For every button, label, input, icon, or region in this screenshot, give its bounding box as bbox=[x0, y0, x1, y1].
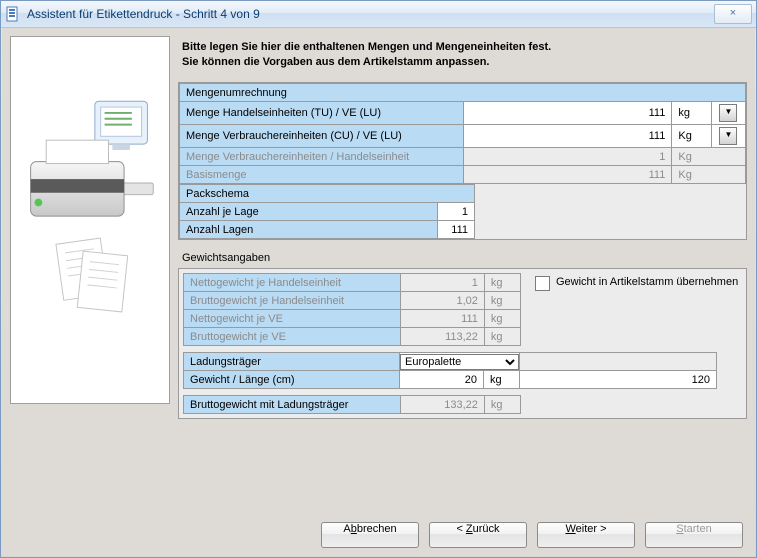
next-button[interactable]: Weiter > bbox=[537, 522, 635, 548]
content-area: Bitte legen Sie hier die enthaltenen Men… bbox=[2, 28, 755, 514]
unit-total-weight: kg bbox=[484, 396, 520, 414]
value-brutto-ve: 113,22 bbox=[400, 328, 484, 346]
instruction-text: Bitte legen Sie hier die enthaltenen Men… bbox=[182, 40, 747, 70]
row-netto-he: Nettogewicht je Handelseinheit 1 kg bbox=[184, 274, 521, 292]
wizard-image-pane bbox=[10, 36, 170, 404]
unit-base: Kg bbox=[672, 166, 746, 184]
value-total-weight: 133,22 bbox=[400, 396, 484, 414]
label-base: Basismenge bbox=[180, 166, 464, 184]
unit-brutto-he: kg bbox=[484, 292, 520, 310]
label-cu-he: Menge Verbrauchereinheiten / Handelseinh… bbox=[180, 148, 464, 166]
packschema-title: Packschema bbox=[180, 185, 475, 203]
close-button[interactable]: × bbox=[714, 4, 752, 24]
label-layers: Anzahl Lagen bbox=[180, 221, 438, 239]
row-brutto-he: Bruttogewicht je Handelseinheit 1,02 kg bbox=[184, 292, 521, 310]
packschema-table: Packschema Anzahl je Lage Anzahl Lagen bbox=[179, 184, 475, 239]
row-cu-ve: Menge Verbrauchereinheiten (CU) / VE (LU… bbox=[180, 125, 746, 148]
adopt-weight-checkbox-group[interactable]: Gewicht in Artikelstamm übernehmen bbox=[533, 273, 742, 346]
row-brutto-ve: Bruttogewicht je VE 113,22 kg bbox=[184, 328, 521, 346]
input-tu-ve[interactable] bbox=[470, 107, 666, 119]
adopt-weight-checkbox[interactable] bbox=[535, 276, 550, 291]
carrier-select[interactable]: Europalette bbox=[400, 354, 519, 370]
label-per-layer: Anzahl je Lage bbox=[180, 203, 438, 221]
weights-table-top: Nettogewicht je Handelseinheit 1 kg Brut… bbox=[183, 273, 521, 346]
instruction-line1: Bitte legen Sie hier die enthaltenen Men… bbox=[182, 41, 551, 53]
row-total-weight: Bruttogewicht mit Ladungsträger 133,22 k… bbox=[184, 396, 521, 414]
wizard-window: Assistent für Etikettendruck - Schritt 4… bbox=[0, 0, 757, 558]
unit-cu-he: Kg bbox=[672, 148, 746, 166]
unit-netto-he: kg bbox=[484, 274, 520, 292]
unit-carrier-weight: kg bbox=[484, 371, 520, 389]
conversion-title: Mengenumrechnung bbox=[180, 84, 746, 102]
unit-netto-ve: kg bbox=[484, 310, 520, 328]
weights-panel: Nettogewicht je Handelseinheit 1 kg Brut… bbox=[178, 268, 747, 419]
back-button[interactable]: < Zurück bbox=[429, 522, 527, 548]
button-bar: Abbrechen < Zurück Weiter > Starten bbox=[2, 514, 755, 556]
value-netto-ve: 111 bbox=[400, 310, 484, 328]
unit-cu-ve: Kg bbox=[672, 125, 712, 148]
label-weight-length: Gewicht / Länge (cm) bbox=[184, 371, 400, 389]
input-per-layer[interactable] bbox=[444, 206, 468, 218]
label-netto-ve: Nettogewicht je VE bbox=[184, 310, 401, 328]
unit-tu-ve: kg bbox=[672, 102, 712, 125]
row-tu-ve: Menge Handelseinheiten (TU) / VE (LU) kg… bbox=[180, 102, 746, 125]
value-cu-he: 1 bbox=[463, 148, 672, 166]
titlebar: Assistent für Etikettendruck - Schritt 4… bbox=[1, 1, 756, 28]
value-brutto-he: 1,02 bbox=[400, 292, 484, 310]
label-brutto-ve: Bruttogewicht je VE bbox=[184, 328, 401, 346]
window-title: Assistent für Etikettendruck - Schritt 4… bbox=[27, 7, 714, 21]
instruction-line2: Sie können die Vorgaben aus dem Artikels… bbox=[182, 56, 489, 68]
unit-brutto-ve: kg bbox=[484, 328, 520, 346]
client-area: Bitte legen Sie hier die enthaltenen Men… bbox=[2, 28, 755, 556]
row-per-layer: Anzahl je Lage bbox=[180, 203, 475, 221]
adopt-weight-label: Gewicht in Artikelstamm übernehmen bbox=[556, 275, 738, 289]
value-netto-he: 1 bbox=[400, 274, 484, 292]
input-carrier-weight[interactable] bbox=[406, 374, 477, 386]
row-layers: Anzahl Lagen bbox=[180, 221, 475, 239]
quantity-panel: Mengenumrechnung Menge Handelseinheiten … bbox=[178, 82, 747, 240]
unit-dropdown-tu-ve[interactable]: ▼ bbox=[719, 104, 737, 122]
carrier-table: Ladungsträger Europalette Gewicht / Läng… bbox=[183, 352, 717, 389]
row-carrier: Ladungsträger Europalette bbox=[184, 353, 717, 371]
label-netto-he: Nettogewicht je Handelseinheit bbox=[184, 274, 401, 292]
row-weight-length: Gewicht / Länge (cm) kg bbox=[184, 371, 717, 389]
form-pane: Bitte legen Sie hier die enthaltenen Men… bbox=[178, 36, 747, 514]
cancel-button[interactable]: Abbrechen bbox=[321, 522, 419, 548]
input-carrier-length[interactable] bbox=[526, 374, 710, 386]
input-cu-ve[interactable] bbox=[470, 130, 666, 142]
conversion-table: Mengenumrechnung Menge Handelseinheiten … bbox=[179, 83, 746, 184]
label-carrier: Ladungsträger bbox=[184, 353, 400, 371]
value-base: 111 bbox=[463, 166, 672, 184]
app-icon bbox=[5, 6, 21, 22]
label-total-weight: Bruttogewicht mit Ladungsträger bbox=[184, 396, 401, 414]
label-cu-ve: Menge Verbrauchereinheiten (CU) / VE (LU… bbox=[180, 125, 464, 148]
weights-section-label: Gewichtsangaben bbox=[182, 252, 747, 264]
label-brutto-he: Bruttogewicht je Handelseinheit bbox=[184, 292, 401, 310]
row-cu-he: Menge Verbrauchereinheiten / Handelseinh… bbox=[180, 148, 746, 166]
input-layers[interactable] bbox=[444, 224, 468, 236]
row-base: Basismenge 111 Kg bbox=[180, 166, 746, 184]
total-weight-table: Bruttogewicht mit Ladungsträger 133,22 k… bbox=[183, 395, 521, 414]
printer-icon bbox=[17, 43, 163, 397]
label-tu-ve: Menge Handelseinheiten (TU) / VE (LU) bbox=[180, 102, 464, 125]
row-netto-ve: Nettogewicht je VE 111 kg bbox=[184, 310, 521, 328]
start-button: Starten bbox=[645, 522, 743, 548]
unit-dropdown-cu-ve[interactable]: ▼ bbox=[719, 127, 737, 145]
